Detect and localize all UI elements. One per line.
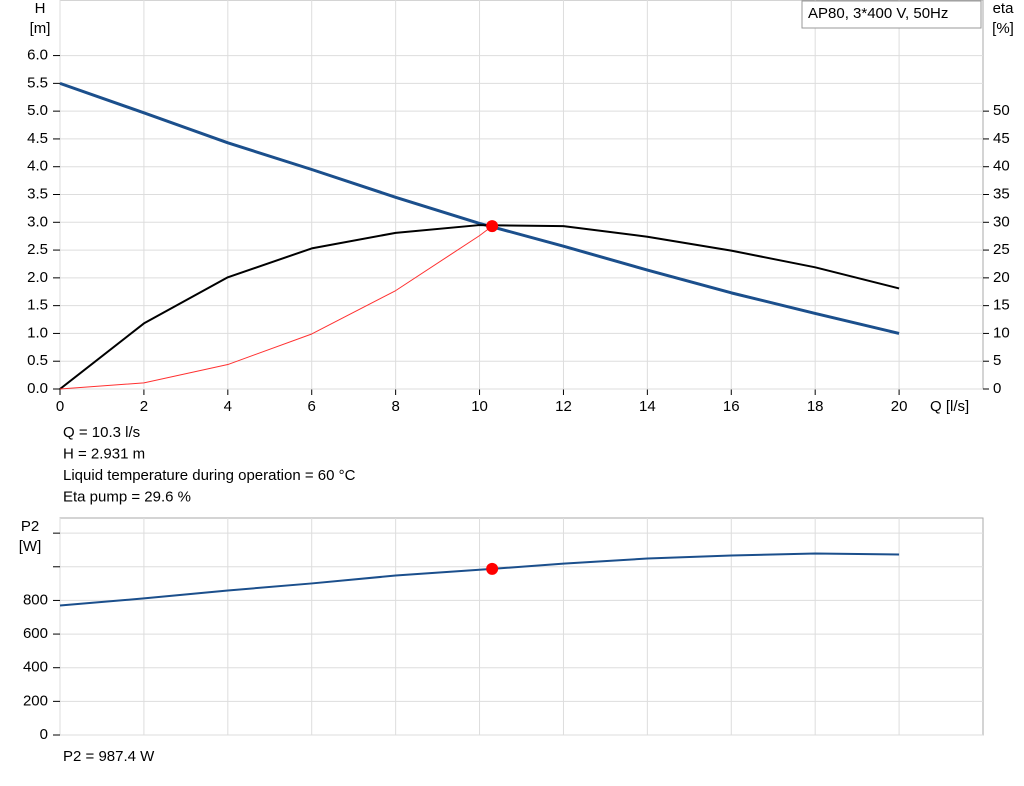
y2-tick-label: 5	[993, 352, 1001, 369]
y2-axis-label: eta	[993, 0, 1015, 17]
y-tick-label: 5.5	[27, 74, 48, 91]
y-tick-label: 200	[23, 692, 48, 709]
y2-tick-label: 45	[993, 130, 1010, 147]
info-text: P2 = 987.4 W	[63, 748, 155, 765]
curve	[59, 224, 900, 390]
y-tick-label: 0	[40, 726, 48, 743]
operating-point	[486, 220, 499, 233]
y-tick-label: 3.5	[27, 185, 48, 202]
x-tick-label: 2	[140, 398, 148, 415]
operating-point	[486, 562, 499, 575]
y-tick-label: 4.5	[27, 130, 48, 147]
x-tick-label: 0	[56, 398, 64, 415]
y-tick-label: 2.0	[27, 269, 48, 286]
y2-tick-label: 25	[993, 241, 1010, 258]
y-tick-label: 4.0	[27, 158, 48, 175]
x-tick-label: 10	[471, 398, 488, 415]
y-tick-label: 6.0	[27, 47, 48, 64]
y2-tick-label: 50	[993, 102, 1010, 119]
y-axis-label: H	[35, 0, 46, 17]
y-tick-label: 400	[23, 659, 48, 676]
y2-tick-label: 20	[993, 269, 1010, 286]
x-tick-label: 18	[807, 398, 824, 415]
y-tick-label: 2.5	[27, 241, 48, 258]
y-tick-label: 1.0	[27, 324, 48, 341]
info-text: Q = 10.3 l/s	[63, 424, 140, 441]
y-tick-label: 800	[23, 591, 48, 608]
info-text: Liquid temperature during operation = 60…	[63, 467, 356, 484]
plot-area	[59, 517, 984, 736]
y-tick-label: 600	[23, 625, 48, 642]
y-tick-label: 1.5	[27, 297, 48, 314]
x-tick-label: 8	[391, 398, 399, 415]
curve	[59, 225, 493, 390]
curve	[59, 81, 900, 335]
y-tick-label: 0.0	[27, 380, 48, 397]
x-tick-label: 4	[224, 398, 232, 415]
y2-tick-label: 0	[993, 380, 1001, 397]
y-axis-label: [W]	[19, 538, 42, 555]
y2-tick-label: 40	[993, 158, 1010, 175]
legend-text: AP80, 3*400 V, 50Hz	[808, 5, 948, 22]
x-tick-label: 14	[639, 398, 656, 415]
x-tick-label: 6	[308, 398, 316, 415]
y-tick-label: 3.0	[27, 213, 48, 230]
legend-box	[801, 0, 982, 29]
info-text: Eta pump = 29.6 %	[63, 488, 191, 505]
x-tick-label: 20	[891, 398, 908, 415]
y-tick-label: 5.0	[27, 102, 48, 119]
y-tick-label: 0.5	[27, 352, 48, 369]
y2-axis-label: [%]	[992, 20, 1014, 37]
x-axis-label: Q [l/s]	[930, 398, 969, 415]
y-axis-label: [m]	[30, 20, 51, 37]
y-axis-label: P2	[21, 518, 39, 535]
y2-tick-label: 15	[993, 297, 1010, 314]
y2-tick-label: 35	[993, 185, 1010, 202]
x-tick-label: 12	[555, 398, 572, 415]
info-text: H = 2.931 m	[63, 445, 145, 462]
y2-tick-label: 30	[993, 213, 1010, 230]
x-tick-label: 16	[723, 398, 740, 415]
y2-tick-label: 10	[993, 324, 1010, 341]
